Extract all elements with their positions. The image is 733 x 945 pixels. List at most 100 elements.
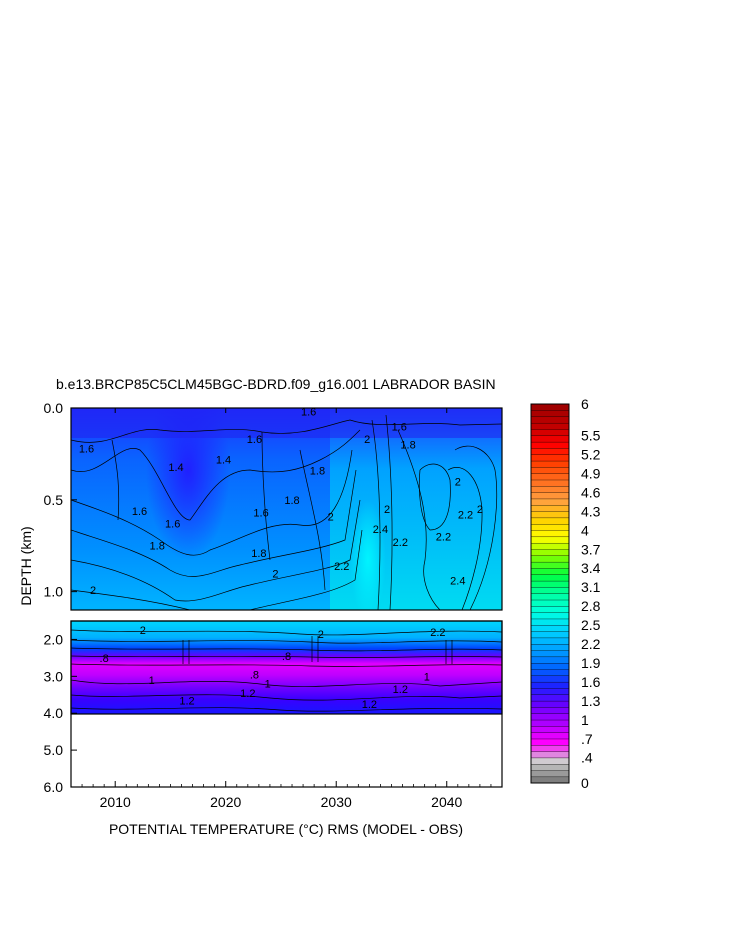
upper-contour-label-12: 2 (90, 585, 96, 597)
colorbar-swatch (530, 751, 570, 759)
colorbar-swatch (530, 744, 570, 752)
colorbar-swatch (530, 618, 570, 626)
colorbar: 0 .4 .7 1 1.3 1.6 1.9 2.2 2.5 2.8 3.1 3.4 3.7 4 4.3 4.6… (530, 396, 601, 791)
colorbar-swatch (530, 776, 570, 784)
colorbar-swatch (530, 568, 570, 575)
cold-core (146, 408, 230, 560)
upper-contour-label-14: 2 (328, 511, 334, 523)
colorbar-swatch (530, 416, 570, 424)
colorbar-swatch (530, 700, 570, 708)
colorbar-swatch (530, 732, 570, 740)
colorbar-label-19: 6 (581, 396, 589, 412)
upper-contour-lines (71, 414, 502, 610)
lower-contour-label-11: 1.2 (362, 699, 377, 711)
colorbar-swatch (530, 675, 570, 683)
colorbar-label-0: 0 (581, 775, 589, 791)
colorbar-swatch (530, 587, 570, 594)
colorbar-swatch (530, 441, 570, 449)
upper-contour-label-25: 2.4 (373, 524, 388, 536)
lower-axis-frame (70, 620, 503, 788)
colorbar-swatch (530, 517, 570, 525)
lower-contour-label-12: 1.2 (393, 684, 408, 696)
colorbar-label-10: 3.1 (581, 579, 601, 595)
colorbar-label-17: 5.2 (581, 447, 601, 463)
upper-y-tick-label-2: 1.0 (44, 584, 64, 600)
colorbar-swatch (530, 656, 570, 664)
colorbar-swatch (530, 492, 570, 500)
chart-title: b.e13.BRCP85C5CLM45BGC-BDRD.f09_g16.001 … (56, 376, 496, 392)
upper-contour-label-10: 1.8 (284, 495, 299, 507)
lower-y-tick-label-4: 6.0 (44, 779, 64, 795)
colorbar-swatch (530, 637, 570, 645)
colorbar-swatch (530, 410, 570, 418)
colorbar-swatch (530, 725, 570, 733)
colorbar-label-6: 1.9 (581, 655, 601, 671)
colorbar-swatch (530, 435, 570, 443)
lower-panel: 2 2 2.2 .8 .8 .8 1 1 1 1.2 1.2 1.2 1.2 (71, 621, 502, 714)
colorbar-label-4: 1.3 (581, 693, 601, 709)
upper-contour-label-17: 2 (477, 504, 483, 516)
colorbar-swatch (530, 662, 570, 670)
upper-contour-label-2: 1.4 (216, 454, 231, 466)
upper-contour-label-16: 2 (455, 476, 461, 488)
upper-contour-label-24: 2.2 (436, 532, 451, 544)
colorbar-swatch (530, 422, 570, 430)
colorbar-swatch (530, 612, 570, 620)
upper-panel-frame (70, 407, 503, 611)
colorbar-swatch (530, 681, 570, 689)
x-tick-label-3: 2040 (431, 794, 462, 810)
colorbar-swatch (530, 669, 570, 676)
colorbar-swatch (530, 643, 570, 651)
colorbar-frame (530, 403, 570, 784)
colorbar-swatch (530, 694, 570, 702)
colorbar-swatch (530, 504, 570, 512)
colorbar-swatch (530, 536, 570, 544)
colorbar-swatch (530, 542, 570, 550)
colorbar-label-5: 1.6 (581, 674, 601, 690)
colorbar-swatch (530, 429, 570, 436)
upper-contour-label-18: 2 (364, 434, 370, 446)
colorbar-swatch (530, 561, 570, 569)
colorbar-swatch (530, 599, 570, 607)
x-tick-label-0: 2010 (100, 794, 131, 810)
colorbar-swatch (530, 403, 570, 411)
lower-contour-labels: 2 2 2.2 .8 .8 .8 1 1 1 1.2 1.2 1.2 1.2 (100, 625, 446, 711)
colorbar-swatch (530, 763, 570, 771)
colorbar-swatch (530, 757, 570, 765)
axes: 2010 2020 2030 2040 0.0 0.5 1.0 2.0 3.0 4.0 5.0 6.0 (44, 400, 503, 810)
colorbar-label-14: 4.3 (581, 503, 601, 519)
colorbar-swatch (530, 650, 570, 658)
colorbar-swatch (530, 738, 570, 746)
lower-y-tick-label-3: 5.0 (44, 742, 64, 758)
upper-contour-label-19: 1.8 (400, 440, 415, 452)
colorbar-swatch (530, 770, 570, 778)
colorbar-swatch (530, 454, 570, 462)
lower-contour-label-7: 1 (265, 679, 271, 691)
colorbar-label-13: 4 (581, 522, 589, 538)
upper-contour-label-11: 1.8 (310, 465, 325, 477)
colorbar-swatch (530, 574, 570, 582)
x-axis-label: POTENTIAL TEMPERATURE (°C) RMS (MODEL - … (109, 821, 463, 837)
colorbar-swatch (530, 713, 570, 721)
colorbar-swatch (530, 479, 570, 487)
colorbar-label-8: 2.5 (581, 617, 601, 633)
lower-contour-label-6: 1 (149, 675, 155, 687)
colorbar-swatch (530, 466, 570, 474)
lower-contour-label-9: 1.2 (179, 695, 194, 707)
colorbar-label-7: 2.2 (581, 636, 601, 652)
colorbar-label-18: 5.5 (581, 428, 601, 444)
upper-contour-label-26: 2.4 (450, 576, 465, 588)
lower-contour-label-3: .8 (100, 653, 109, 665)
colorbar-label-1: .4 (581, 750, 593, 766)
upper-contour-label-4: 1.6 (301, 407, 316, 419)
upper-contour-label-9: 1.8 (251, 548, 266, 560)
lower-contour-label-4: .8 (282, 651, 291, 663)
upper-y-tick-label-1: 0.5 (44, 492, 64, 508)
colorbar-swatch (530, 631, 570, 639)
colorbar-label-16: 4.9 (581, 465, 601, 481)
colorbar-swatch (530, 593, 570, 601)
colorbar-swatch (530, 688, 570, 695)
lower-y-tick-label-1: 3.0 (44, 668, 64, 684)
lower-y-tick-label-2: 4.0 (44, 705, 64, 721)
upper-panel: 1.61.41.41.61.61.61.61.61.81.81.81.82222… (71, 407, 502, 610)
